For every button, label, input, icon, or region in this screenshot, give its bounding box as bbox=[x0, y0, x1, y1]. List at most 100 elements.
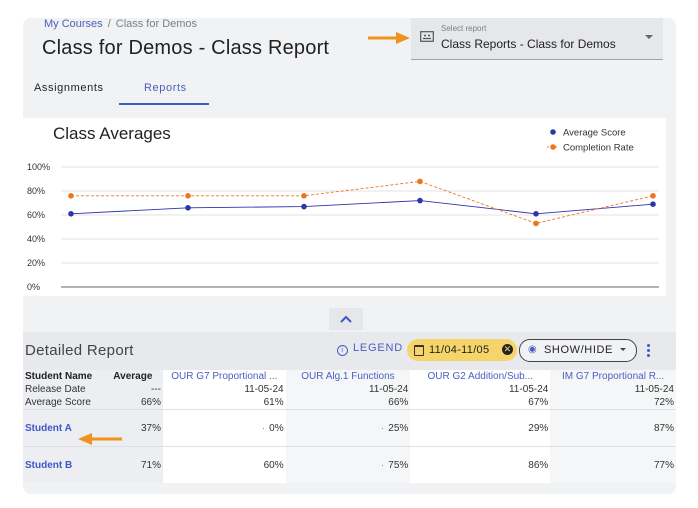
table-cell: 71% bbox=[102, 446, 163, 483]
data-point bbox=[533, 211, 539, 217]
chart-canvas: 100% 80% 60% 40% 20% 0% Average Score Completio… bbox=[27, 128, 659, 292]
score-cell[interactable]: · 75% bbox=[285, 446, 411, 483]
class-averages-chart: Class Averages 100% 80% 60% 40% 20% 0% Average… bbox=[23, 118, 666, 296]
page-header: My Courses / Class for Demos Class for Dem… bbox=[23, 18, 676, 84]
indicator-dot: · bbox=[380, 459, 385, 471]
table-header-row: Student Name Average OUR G7 Proportional… bbox=[23, 370, 676, 383]
data-point bbox=[185, 193, 191, 199]
clear-date-icon[interactable]: ✕ bbox=[502, 344, 513, 355]
detailed-report-table: Student Name Average OUR G7 Proportional… bbox=[23, 370, 676, 483]
legend-marker bbox=[550, 129, 556, 135]
table-cell: --- bbox=[102, 383, 163, 396]
table-row: Student B 71% 60% · 75% 86% 77% bbox=[23, 446, 676, 483]
indicator-dot: · bbox=[380, 422, 385, 434]
data-point bbox=[533, 220, 539, 227]
indicator-dot: · bbox=[261, 422, 266, 434]
eye-icon: ◉ bbox=[528, 344, 538, 355]
table-cell: 66% bbox=[102, 396, 163, 410]
y-tick-label: 60% bbox=[27, 210, 45, 220]
show-hide-button[interactable]: ◉ SHOW/HIDE bbox=[519, 339, 637, 362]
legend-label: LEGEND bbox=[353, 342, 404, 354]
data-point bbox=[185, 205, 191, 211]
row-label: Average Score bbox=[23, 396, 103, 410]
data-point bbox=[650, 201, 656, 207]
header-assignment-3[interactable]: OUR G2 Addition/Sub... bbox=[410, 370, 551, 383]
release-date-row: Release Date --- 11-05-24 11-05-24 11-05… bbox=[23, 383, 676, 396]
table-cell: 67% bbox=[410, 396, 551, 410]
legend-label: Completion Rate bbox=[563, 143, 634, 154]
score-value: 0% bbox=[269, 422, 284, 434]
header-assignment-2[interactable]: OUR Alg.1 Functions bbox=[285, 370, 411, 383]
score-value: 75% bbox=[388, 459, 409, 471]
select-report-dropdown[interactable]: Select report Class Reports - Class for … bbox=[411, 18, 663, 60]
breadcrumb-separator: / bbox=[107, 18, 111, 30]
score-value: 25% bbox=[388, 422, 409, 434]
header-average: Average bbox=[102, 370, 163, 383]
tab-bar: Assignments Reports bbox=[23, 78, 676, 106]
calendar-icon bbox=[414, 345, 424, 356]
y-tick-label: 40% bbox=[27, 234, 45, 244]
table-cell: 11-05-24 bbox=[162, 383, 286, 396]
data-point bbox=[68, 211, 74, 217]
date-range-text: 11/04-11/05 bbox=[429, 344, 490, 356]
select-report-value: Class Reports - Class for Demos bbox=[441, 37, 616, 51]
info-icon: i bbox=[337, 345, 348, 356]
more-options-icon[interactable] bbox=[647, 344, 651, 359]
row-label: Release Date bbox=[23, 383, 103, 396]
data-point bbox=[650, 193, 656, 199]
student-name-link[interactable]: Student B bbox=[23, 446, 103, 483]
data-point bbox=[68, 193, 74, 199]
data-point bbox=[417, 197, 423, 204]
score-cell[interactable]: 60% bbox=[162, 446, 286, 483]
data-point bbox=[417, 178, 423, 185]
y-tick-label: 20% bbox=[27, 258, 45, 268]
chevron-down-icon bbox=[620, 348, 626, 351]
show-hide-label: SHOW/HIDE bbox=[544, 344, 613, 356]
y-tick-label: 100% bbox=[27, 162, 50, 172]
score-cell[interactable]: · 0% bbox=[162, 409, 286, 447]
y-tick-label: 0% bbox=[27, 282, 40, 292]
table-cell: 11-05-24 bbox=[285, 383, 411, 396]
score-cell[interactable]: 86% bbox=[410, 446, 551, 483]
table-cell: 61% bbox=[162, 396, 286, 410]
active-tab-indicator bbox=[119, 103, 209, 105]
y-tick-label: 80% bbox=[27, 186, 45, 196]
annotation-arrow-icon bbox=[368, 32, 410, 44]
report-icon bbox=[420, 31, 434, 42]
page-title: Class for Demos - Class Report bbox=[42, 37, 330, 59]
score-cell[interactable]: · 25% bbox=[285, 409, 411, 447]
table-cell: 66% bbox=[285, 396, 411, 410]
table-cell: 72% bbox=[550, 396, 676, 410]
collapse-chart-button[interactable] bbox=[329, 308, 363, 330]
detailed-report-toolbar: Detailed Report i LEGEND 11/04-11/05 ✕ ◉ … bbox=[23, 332, 676, 370]
header-student-name: Student Name bbox=[23, 370, 103, 383]
app-frame: My Courses / Class for Demos Class for Dem… bbox=[23, 18, 676, 494]
detailed-report-title: Detailed Report bbox=[25, 342, 134, 359]
legend-button[interactable]: i LEGEND bbox=[337, 342, 403, 356]
breadcrumb-current: Class for Demos bbox=[115, 18, 198, 30]
chevron-down-icon bbox=[645, 35, 653, 39]
tab-reports[interactable]: Reports bbox=[144, 82, 187, 94]
header-assignment-1[interactable]: OUR G7 Proportional ... bbox=[162, 370, 286, 383]
score-cell[interactable]: 87% bbox=[550, 409, 676, 447]
annotation-arrow-icon bbox=[78, 433, 122, 445]
data-point bbox=[301, 193, 307, 199]
legend-label: Average Score bbox=[563, 128, 626, 139]
series-line-average-score bbox=[70, 200, 654, 215]
chart-title: Class Averages bbox=[53, 124, 171, 143]
average-score-row: Average Score 66% 61% 66% 67% 72% bbox=[23, 396, 676, 410]
score-cell[interactable]: 29% bbox=[410, 409, 551, 447]
series-line-completion-rate bbox=[71, 180, 654, 224]
select-report-label: Select report bbox=[441, 24, 487, 33]
chevron-up-icon bbox=[340, 315, 352, 323]
date-range-chip[interactable]: 11/04-11/05 ✕ bbox=[407, 339, 517, 361]
table-cell: 11-05-24 bbox=[550, 383, 676, 396]
legend-marker bbox=[550, 144, 556, 150]
data-point bbox=[301, 203, 307, 210]
header-assignment-4[interactable]: IM G7 Proportional R... bbox=[550, 370, 676, 383]
breadcrumb: My Courses / Class for Demos bbox=[44, 18, 197, 30]
breadcrumb-my-courses[interactable]: My Courses bbox=[44, 18, 103, 30]
table-cell: 11-05-24 bbox=[410, 383, 551, 396]
score-cell[interactable]: 77% bbox=[550, 446, 676, 483]
tab-assignments[interactable]: Assignments bbox=[34, 82, 104, 94]
